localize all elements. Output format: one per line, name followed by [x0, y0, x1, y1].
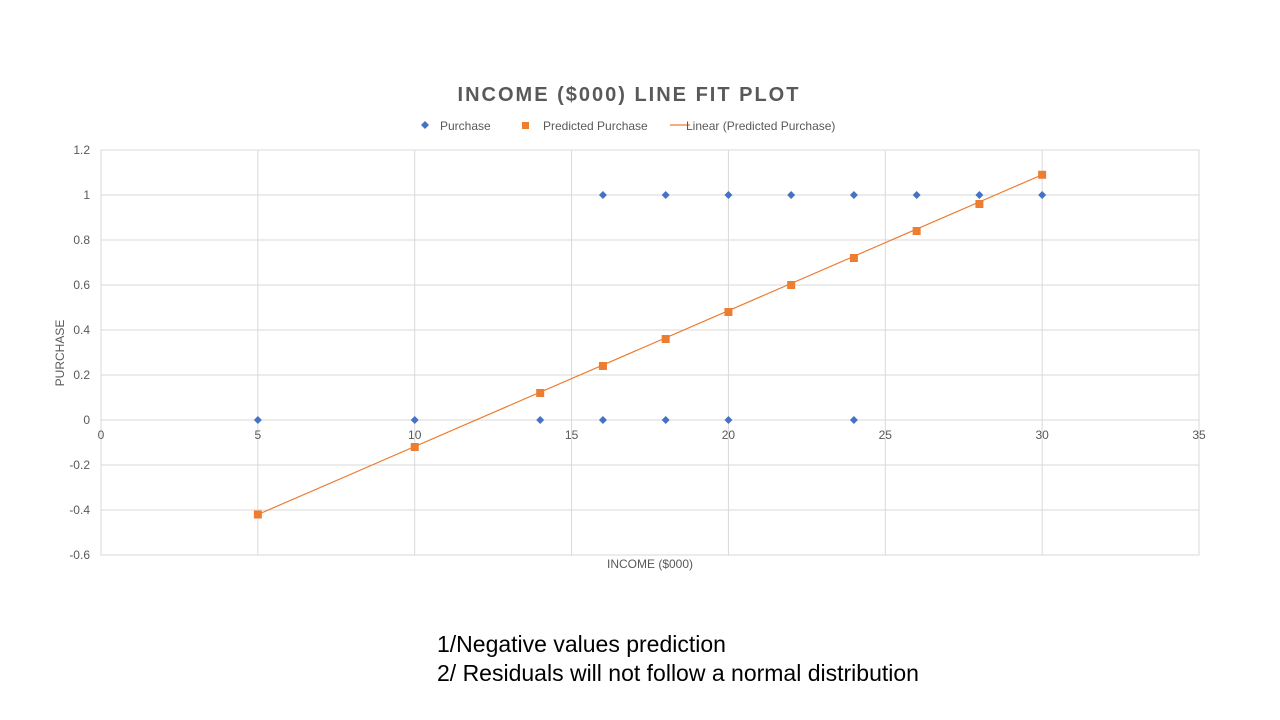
legend: Purchase Predicted Purchase Linear (Pred…	[421, 119, 835, 133]
purchase-point	[849, 416, 858, 424]
x-tick-label: 5	[255, 428, 262, 442]
predicted-purchase-point	[787, 281, 796, 289]
trendline-layer	[257, 174, 1043, 516]
purchase-point	[536, 416, 545, 424]
linear-trendline	[257, 174, 1043, 516]
y-tick-label: -0.6	[69, 548, 90, 562]
legend-item-purchase: Purchase	[421, 119, 491, 133]
predicted-purchase-point	[253, 510, 262, 519]
legend-item-predicted-purchase: Predicted Purchase	[522, 119, 648, 133]
purchase-point	[724, 416, 733, 424]
x-axis-label: INCOME ($000)	[607, 557, 693, 571]
y-axis-label: PURCHASE	[53, 320, 67, 387]
predicted-purchase-point	[536, 389, 545, 397]
y-tick-label: 0.6	[73, 278, 90, 292]
predicted-purchase-point	[912, 227, 921, 235]
legend-label-predicted-purchase: Predicted Purchase	[543, 119, 648, 133]
y-tick-label: -0.4	[69, 503, 90, 517]
tick-labels: 1.2 1 0.8 0.6 0.4 0.2 0 -0.2 -0.4 -0.6 0 5 10 15 20 25 3…	[69, 143, 1206, 562]
legend-label-linear: Linear (Predicted Purchase)	[686, 119, 835, 133]
purchase-point	[849, 191, 858, 199]
y-tick-label: 0	[83, 413, 90, 427]
y-tick-label: 0.8	[73, 233, 90, 247]
predicted-purchase-point	[410, 443, 419, 451]
predicted-purchase-point	[975, 200, 984, 208]
chart-title: INCOME ($000) LINE FIT PLOT	[458, 84, 801, 106]
predicted-purchase-point	[1038, 170, 1047, 179]
predicted-purchase-point	[598, 362, 607, 370]
y-tick-label: 0.4	[73, 323, 90, 337]
purchase-point	[598, 416, 607, 424]
legend-item-linear-trendline: Linear (Predicted Purchase)	[670, 119, 835, 133]
purchase-point	[787, 191, 796, 199]
gridlines	[100, 149, 1200, 556]
note-line-1: 1/Negative values prediction	[437, 631, 726, 657]
y-tick-label: -0.2	[69, 458, 90, 472]
y-tick-label: 1.2	[73, 143, 90, 157]
x-tick-label: 15	[565, 428, 579, 442]
x-tick-label: 30	[1035, 428, 1049, 442]
predicted-purchase-point	[724, 308, 733, 316]
x-tick-label: 20	[722, 428, 736, 442]
x-tick-label: 35	[1192, 428, 1206, 442]
purchase-point	[410, 416, 419, 424]
purchase-point	[912, 191, 921, 199]
purchase-point	[661, 416, 670, 424]
legend-square-marker	[522, 122, 529, 129]
note-line-2: 2/ Residuals will not follow a normal di…	[437, 660, 919, 686]
x-tick-label: 25	[879, 428, 893, 442]
x-tick-label: 0	[98, 428, 105, 442]
data-points	[253, 170, 1047, 519]
purchase-point	[661, 191, 670, 199]
purchase-point	[975, 191, 984, 199]
predicted-purchase-point	[849, 254, 858, 262]
purchase-point	[253, 416, 262, 424]
predicted-purchase-point	[661, 335, 670, 343]
y-tick-label: 1	[83, 188, 90, 202]
y-tick-label: 0.2	[73, 368, 90, 382]
notes-block: 1/Negative values prediction 2/ Residual…	[437, 630, 919, 688]
purchase-point	[724, 191, 733, 199]
legend-diamond-marker	[421, 121, 429, 129]
legend-label-purchase: Purchase	[440, 119, 491, 133]
purchase-point	[598, 191, 607, 199]
purchase-point	[1038, 191, 1047, 199]
plot-area-border	[100, 149, 1200, 556]
x-tick-label: 10	[408, 428, 422, 442]
